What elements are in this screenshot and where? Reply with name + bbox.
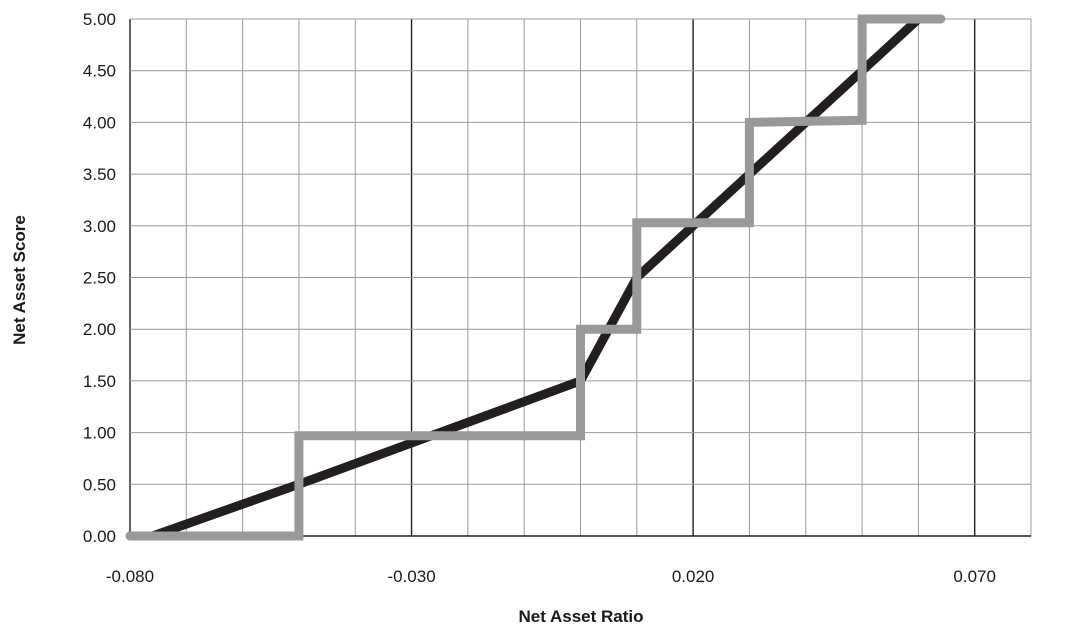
y-tick-label: 5.00: [83, 10, 116, 29]
y-tick-label: 2.00: [83, 320, 116, 339]
x-tick-label: 0.070: [953, 567, 996, 586]
y-tick-label: 4.50: [83, 62, 116, 81]
y-tick-label: 1.50: [83, 372, 116, 391]
grid: [129, 18, 1032, 537]
x-tick-label: 0.020: [672, 567, 715, 586]
y-tick-label: 4.00: [83, 113, 116, 132]
y-tick-label: 3.50: [83, 165, 116, 184]
y-tick-label: 2.50: [83, 269, 116, 288]
step-score-line: [125, 14, 946, 541]
x-axis-title: Net Asset Ratio: [518, 607, 643, 626]
y-tick-label: 1.00: [83, 424, 116, 443]
y-axis-title: Net Asset Score: [10, 215, 29, 345]
y-tick-label: 3.00: [83, 217, 116, 236]
y-tick-labels: 0.00 0.50 1.00 1.50 2.00 2.50 3.00 3.50 4.00 4.50…: [83, 10, 116, 546]
x-tick-label: -0.080: [106, 567, 154, 586]
y-tick-label: 0.50: [83, 475, 116, 494]
series-layer: [125, 14, 946, 541]
y-tick-label: 0.00: [83, 527, 116, 546]
x-tick-label: -0.030: [387, 567, 435, 586]
x-tick-labels: -0.080 -0.030 0.020 0.070: [106, 567, 996, 586]
